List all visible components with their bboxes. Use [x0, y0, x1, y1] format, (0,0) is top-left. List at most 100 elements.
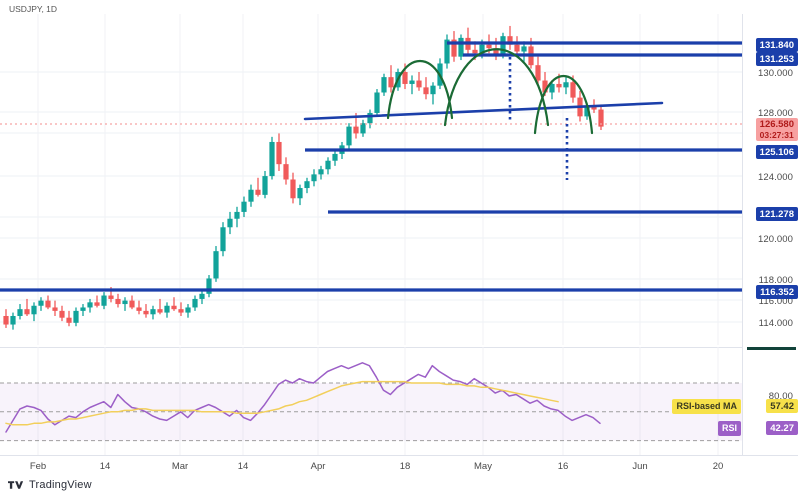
- candle-body: [87, 302, 93, 308]
- tradingview-logo-icon: [8, 480, 24, 489]
- price-tag-support-125-106[interactable]: 125.106: [755, 145, 798, 159]
- candle-body: [570, 82, 576, 98]
- price-tag-last-price[interactable]: 126.580 03:27:31: [755, 118, 798, 141]
- time-tick-label: 16: [557, 461, 569, 472]
- candle-body: [115, 298, 121, 305]
- candle-body: [157, 309, 163, 313]
- price-tick-label: 130.000: [757, 68, 793, 79]
- candle-body: [206, 278, 212, 294]
- time-tick-label: 14: [99, 461, 111, 472]
- tradingview-wordmark: TradingView: [29, 479, 92, 491]
- candle-body: [290, 179, 296, 199]
- footer: TradingView: [0, 476, 798, 498]
- indicator-label-rsi-based-ma[interactable]: RSI-based MA: [672, 399, 741, 414]
- time-tick-label: Mar: [171, 461, 189, 472]
- indicator-label-rsi[interactable]: RSI: [717, 421, 741, 436]
- candle-body: [248, 189, 254, 202]
- candle-body: [122, 300, 128, 305]
- candle-body: [388, 77, 394, 88]
- candle-body: [535, 65, 541, 81]
- rsi-chart-canvas[interactable]: [0, 347, 742, 455]
- candle-series[interactable]: [3, 25, 604, 330]
- candle-body: [451, 39, 457, 57]
- price-pane[interactable]: [0, 14, 742, 345]
- price-tag-resistance-131-253[interactable]: 131.253: [755, 52, 798, 66]
- candle-body: [17, 309, 23, 316]
- candle-body: [10, 315, 16, 325]
- price-tick-label: 118.000: [758, 275, 793, 286]
- candle-body: [325, 160, 331, 170]
- candle-body: [108, 295, 114, 299]
- candle-body: [311, 174, 317, 182]
- rsi-tick-label: 80.00: [768, 391, 793, 402]
- candle-body: [493, 48, 499, 55]
- price-tick-label: 128.000: [757, 108, 793, 119]
- candle-body: [213, 251, 219, 279]
- candle-body: [479, 44, 485, 54]
- candle-body: [521, 46, 527, 52]
- tradingview-watermark: TradingView: [8, 479, 92, 491]
- candle-body: [129, 300, 135, 308]
- candle-body: [150, 309, 156, 315]
- candle-body: [409, 80, 415, 84]
- price-tag-support-116-352[interactable]: 116.352: [756, 285, 798, 299]
- candle-body: [507, 36, 513, 45]
- candle-body: [360, 123, 366, 134]
- candle-body: [227, 218, 233, 228]
- candle-body: [486, 44, 492, 49]
- price-tag-resistance-131-840[interactable]: 131.840: [755, 38, 798, 52]
- candle-body: [171, 305, 177, 310]
- price-scale[interactable]: 130.000128.000126.000124.000122.000120.0…: [742, 14, 798, 455]
- candle-body: [136, 307, 142, 311]
- head-and-shoulders-pattern[interactable]: [386, 48, 594, 135]
- candle-body: [430, 85, 436, 95]
- candle-body: [24, 309, 30, 315]
- countdown-timer: 03:27:31: [759, 130, 794, 140]
- time-tick-label: Apr: [310, 461, 326, 472]
- price-tick-label: 114.000: [758, 318, 793, 329]
- price-tag-value: 116.352: [760, 286, 794, 298]
- time-tick-label: 20: [712, 461, 724, 472]
- candle-body: [472, 49, 478, 54]
- indicator-value-rsi[interactable]: 42.27: [766, 421, 798, 435]
- time-tick-label: May: [474, 461, 492, 472]
- price-tick-label: 120.000: [757, 234, 793, 245]
- time-tick-label: 18: [399, 461, 411, 472]
- candle-body: [31, 305, 37, 315]
- price-tag-value: 121.278: [759, 208, 794, 220]
- price-tag-support-121-278[interactable]: 121.278: [755, 207, 798, 221]
- time-scale[interactable]: Feb 14 Mar 14 Apr 18 May 16 Jun 20: [0, 455, 798, 477]
- time-tick-label: Feb: [29, 461, 47, 472]
- candle-body: [374, 92, 380, 113]
- candle-body: [542, 80, 548, 93]
- time-tick-label: 14: [237, 461, 249, 472]
- candle-body: [192, 298, 198, 308]
- candle-body: [423, 87, 429, 95]
- candle-body: [458, 37, 464, 57]
- price-chart-canvas[interactable]: [0, 14, 742, 345]
- candle-body: [164, 305, 170, 313]
- indicator-value-rsi-based-ma[interactable]: 57.42: [766, 399, 798, 413]
- candle-body: [255, 189, 261, 195]
- rsi-pane[interactable]: [0, 347, 742, 455]
- candle-body: [45, 300, 51, 308]
- candle-body: [241, 201, 247, 212]
- time-tick-label: Jun: [632, 461, 648, 472]
- price-tick-label: 116.000: [758, 296, 793, 307]
- candle-body: [563, 82, 569, 88]
- candle-body: [444, 39, 450, 64]
- candle-body: [80, 307, 86, 311]
- candle-body: [514, 44, 520, 52]
- candle-body: [500, 36, 506, 55]
- candle-body: [38, 300, 44, 306]
- candle-body: [269, 141, 275, 177]
- price-tag-value: 126.580: [759, 119, 794, 130]
- candle-body: [66, 317, 72, 323]
- price-tag-value: 131.253: [759, 53, 794, 65]
- pattern-arc-left-shoulder: [386, 60, 454, 120]
- candle-body: [353, 126, 359, 134]
- trendline[interactable]: [303, 101, 664, 121]
- candle-body: [101, 295, 107, 306]
- candle-body: [59, 310, 65, 318]
